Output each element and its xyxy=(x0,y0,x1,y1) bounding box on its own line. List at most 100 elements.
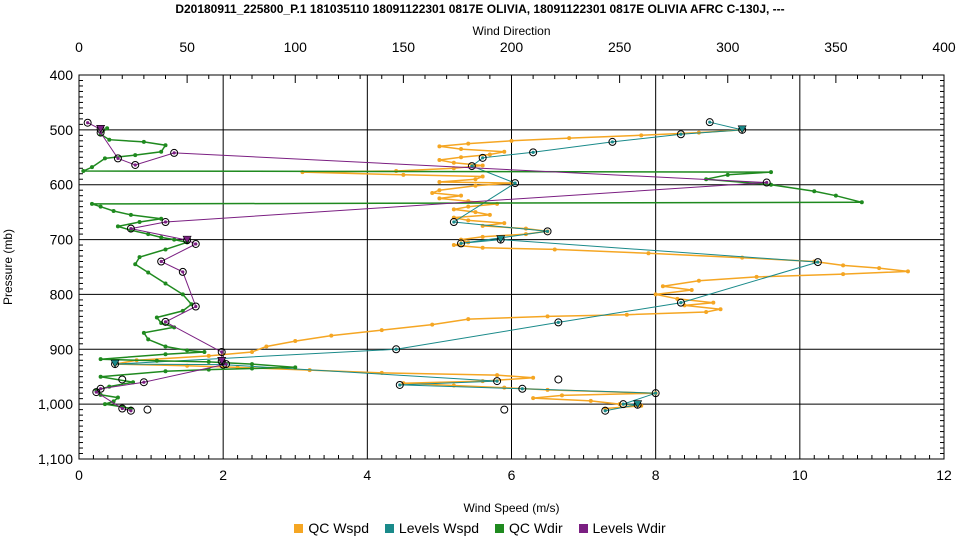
data-point-levels-wspd xyxy=(395,380,404,389)
data-point-qc-wspd xyxy=(466,141,471,146)
data-point-levels-wdir xyxy=(191,239,200,248)
data-point-qc-wspd xyxy=(473,183,478,188)
data-point-qc-wspd xyxy=(459,155,464,160)
x-tick-label: 6 xyxy=(508,467,516,483)
data-point-qc-wdir xyxy=(81,169,86,173)
data-point-core-levels-wspd xyxy=(452,220,456,224)
data-point-qc-wdir xyxy=(141,139,146,144)
chart-title: D20180911_225800_P.1 181035110 180911223… xyxy=(175,2,785,16)
data-point-qc-wspd xyxy=(552,247,557,252)
data-point-qc-wdir xyxy=(98,357,103,362)
data-point-levels-wdir xyxy=(83,118,92,127)
legend-item-levels-wspd[interactable]: Levels Wspd xyxy=(384,520,479,536)
data-point-qc-wdir xyxy=(115,224,120,229)
data-point-levels-wspd xyxy=(529,148,538,157)
data-point-core-levels-wdir xyxy=(120,406,124,411)
data-point-core-levels-wspd xyxy=(520,387,524,391)
data-point-qc-wdir xyxy=(250,366,254,371)
data-point-qc-wspd xyxy=(401,172,406,177)
data-point-qc-wdir xyxy=(180,308,185,313)
x-tick-label: 0 xyxy=(75,467,83,483)
data-point-qc-wdir xyxy=(172,237,177,242)
data-point-core-levels-wspd xyxy=(531,150,535,154)
data-point-qc-wdir xyxy=(89,201,94,206)
x-tick-label: 10 xyxy=(792,467,808,483)
data-point-qc-wdir xyxy=(206,359,211,364)
level-triangle-wdir xyxy=(217,357,227,365)
data-point-levels-wdir xyxy=(161,317,170,326)
data-point-levels-wspd xyxy=(478,153,487,162)
y-tick-label: 800 xyxy=(50,286,74,302)
data-point-core-levels-wdir xyxy=(765,180,769,185)
data-point-core-levels-wdir xyxy=(224,362,228,366)
data-point-qc-wspd xyxy=(718,307,723,312)
legend-swatch-levels-wdir xyxy=(578,524,588,533)
data-point-qc-wdir xyxy=(98,374,103,379)
data-point-levels-wspd xyxy=(543,227,552,236)
minor-ticks xyxy=(78,75,945,459)
y-tick-label: 600 xyxy=(50,177,74,193)
data-point-qc-wspd xyxy=(509,138,514,143)
data-point-qc-wspd xyxy=(480,163,485,168)
data-point-qc-wdir xyxy=(202,350,207,355)
legend-item-qc-wdir[interactable]: QC Wdir xyxy=(494,520,563,536)
level-triangle-wdir xyxy=(182,235,192,244)
legend-item-levels-wdir[interactable]: Levels Wdir xyxy=(578,520,666,536)
data-point-levels-wdir xyxy=(131,160,140,169)
data-point-core-levels-wspd xyxy=(495,379,499,383)
data-point-levels-wdir xyxy=(126,406,135,415)
data-point-qc-wspd xyxy=(466,317,471,322)
x2-tick-label: 0 xyxy=(75,39,83,55)
data-point-levels-wspd xyxy=(601,406,610,415)
data-point-qc-wdir xyxy=(812,189,817,194)
data-point-qc-wspd xyxy=(329,333,334,338)
data-point-qc-wdir xyxy=(163,344,168,349)
data-point-core-levels-wspd xyxy=(394,347,398,351)
data-point-qc-wspd xyxy=(545,314,550,319)
legend-label-qc-wdir: QC Wdir xyxy=(508,520,563,536)
data-point-qc-wspd xyxy=(430,190,435,195)
data-point-levels-wdir xyxy=(178,267,187,276)
data-point-qc-wspd xyxy=(711,300,716,305)
data-point-qc-wdir xyxy=(293,365,298,370)
data-point-qc-wspd xyxy=(588,398,593,403)
data-point-qc-wspd xyxy=(495,373,500,378)
data-point-qc-wspd xyxy=(704,309,709,314)
data-point-qc-wdir xyxy=(725,172,730,177)
data-point-levels-wspd xyxy=(518,384,527,393)
data-point-core-levels-wdir xyxy=(116,156,120,160)
data-point-levels-wspd xyxy=(676,130,685,139)
data-point-core-levels-wspd xyxy=(603,409,607,413)
data-point-qc-wspd xyxy=(379,328,384,333)
data-point-qc-wspd xyxy=(473,177,478,182)
data-point-levels-wdir xyxy=(191,302,200,311)
data-point-qc-wspd xyxy=(473,210,478,215)
y-axis-title: Pressure (mb) xyxy=(1,229,15,305)
data-point-levels-wdir xyxy=(762,178,771,187)
data-point-qc-wdir xyxy=(133,153,138,158)
data-point-qc-wdir xyxy=(154,315,159,320)
data-point-core-levels-wspd xyxy=(470,164,474,168)
data-point-core-levels-wdir xyxy=(99,387,103,391)
legend-item-qc-wspd[interactable]: QC Wspd xyxy=(294,520,369,536)
x-tick-label: 8 xyxy=(652,467,660,483)
level-triangle-wspd xyxy=(737,125,747,134)
data-point-core-levels-wspd xyxy=(459,241,463,246)
data-point-qc-wspd xyxy=(437,196,442,201)
data-point-levels-wspd xyxy=(493,377,502,386)
data-point-qc-wspd xyxy=(646,251,651,256)
data-point-qc-wdir xyxy=(163,143,168,148)
data-point-qc-wdir xyxy=(185,348,190,353)
data-point-qc-wdir xyxy=(102,402,107,407)
data-point-core-levels-wdir xyxy=(194,242,198,246)
data-point-levels-wdir xyxy=(139,378,148,387)
data-point-core-levels-wspd xyxy=(610,140,615,144)
data-point-core-levels-wdir xyxy=(163,320,168,324)
data-point-qc-wspd xyxy=(660,284,665,289)
data-point-qc-wdir xyxy=(115,395,120,400)
data-point-qc-wdir xyxy=(250,362,254,367)
data-point-core-levels-wspd xyxy=(816,260,820,264)
data-point-levels-wspd xyxy=(554,318,563,327)
data-point-qc-wspd xyxy=(459,193,464,198)
data-point-core-levels-wdir xyxy=(220,350,224,354)
